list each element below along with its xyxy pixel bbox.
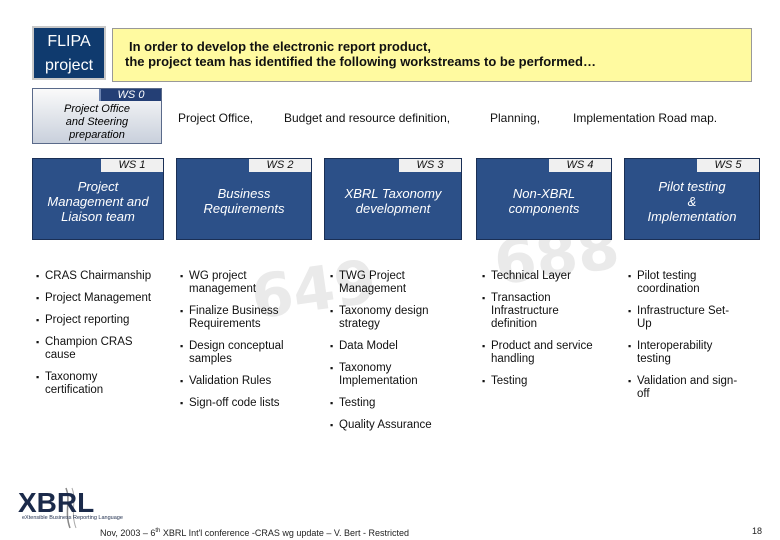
- ws0-box: WS 0 Project Office and Steering prepara…: [32, 88, 162, 144]
- page-number: 18: [752, 526, 763, 536]
- bullet-item: Testing: [482, 375, 618, 388]
- ws4-title-line: components: [508, 201, 580, 216]
- xbrl-logo: XBRL eXtensible Business Reporting Langu…: [16, 486, 126, 530]
- description-planning: Planning,: [490, 111, 541, 125]
- ws0-line: Project Office: [63, 103, 131, 115]
- footer-text: Nov, 2003 – 6th XBRL Int'l conference -C…: [100, 528, 409, 538]
- intro-line1: In order to develop the electronic repor…: [129, 39, 431, 54]
- ws4-bullets: Technical Layer TransactionInfrastructur…: [482, 270, 618, 397]
- ws1-title-line: Project: [77, 179, 119, 194]
- description-roadmap: Implementation Road map.: [573, 111, 718, 125]
- ws1-tab: WS 1: [101, 159, 163, 172]
- ws0-line: and Steering: [65, 116, 129, 128]
- ws2-tab: WS 2: [249, 159, 311, 172]
- ws4-title-line: Non-XBRL: [512, 186, 576, 201]
- bullet-item: Project Management: [36, 292, 170, 305]
- footer-superscript: th: [155, 528, 161, 534]
- description-project-office: Project Office,: [178, 111, 254, 125]
- ws4-title: Non-XBRL components: [477, 186, 611, 216]
- ws2-title-line: Requirements: [203, 201, 285, 216]
- footer-text-start: Nov, 2003 – 6: [100, 528, 156, 538]
- ws1-title: Project Management and Liaison team: [33, 179, 163, 224]
- bullet-item: CRAS Chairmanship: [36, 270, 170, 283]
- ws1-title-line: Management and: [47, 194, 149, 209]
- ws0-line: preparation: [69, 129, 125, 141]
- ws4-box: WS 4 Non-XBRL components: [476, 158, 612, 240]
- ws5-tab: WS 5: [697, 159, 759, 172]
- ws5-box: WS 5 Pilot testing & Implementation: [624, 158, 760, 240]
- ws3-title: XBRL Taxonomy development: [325, 186, 461, 216]
- ws3-title-line: XBRL Taxonomy: [344, 186, 442, 201]
- ws5-title-line: Implementation: [647, 209, 737, 224]
- ws1-title-line: Liaison team: [61, 209, 135, 224]
- xbrl-logo-tagline: eXtensible Business Reporting Language: [22, 515, 123, 521]
- ws3-title-line: development: [355, 201, 431, 216]
- bullet-item: Validation Rules: [180, 375, 314, 388]
- project-label-line1: FLIPA: [47, 33, 91, 50]
- bullet-item: Sign-off code lists: [180, 397, 314, 410]
- bullet-item: Quality Assurance: [330, 419, 464, 432]
- ws5-title-line: &: [687, 194, 697, 209]
- bullet-item: Project reporting: [36, 314, 170, 327]
- ws5-title-line: Pilot testing: [658, 179, 726, 194]
- bullet-item: Testing: [330, 397, 464, 410]
- ws0-text: Project Office and Steering preparation: [33, 103, 161, 142]
- intro-line2: the project team has identified the foll…: [125, 54, 596, 69]
- ws2-title-line: Business: [217, 186, 271, 201]
- ws0-tab: WS 0: [101, 89, 161, 101]
- ws1-bullets: CRAS Chairmanship Project Management Pro…: [36, 270, 170, 406]
- ws1-box: WS 1 Project Management and Liaison team: [32, 158, 164, 240]
- xbrl-logo-text: XBRL: [18, 487, 94, 518]
- bullet-item: Infrastructure Set-Up: [628, 305, 764, 331]
- footer-text-end: XBRL Int'l conference -CRAS wg update – …: [160, 528, 410, 538]
- ws3-tab: WS 3: [399, 159, 461, 172]
- ws3-box: WS 3 XBRL Taxonomy development: [324, 158, 462, 240]
- intro-box: In order to develop the electronic repor…: [112, 28, 752, 82]
- ws4-tab: WS 4: [549, 159, 611, 172]
- bullet-item: Validation and sign-off: [628, 375, 764, 401]
- bullet-item: Technical Layer: [482, 270, 618, 283]
- project-label-box: FLIPA project: [32, 26, 106, 80]
- description-budget: Budget and resource definition,: [284, 111, 451, 125]
- project-label-line2: project: [44, 57, 94, 74]
- ws5-title: Pilot testing & Implementation: [625, 179, 759, 224]
- ws2-title: Business Requirements: [177, 186, 311, 216]
- bullet-item: Data Model: [330, 340, 464, 353]
- ws2-box: WS 2 Business Requirements: [176, 158, 312, 240]
- xbrl-logo-graphic: XBRL: [18, 487, 94, 529]
